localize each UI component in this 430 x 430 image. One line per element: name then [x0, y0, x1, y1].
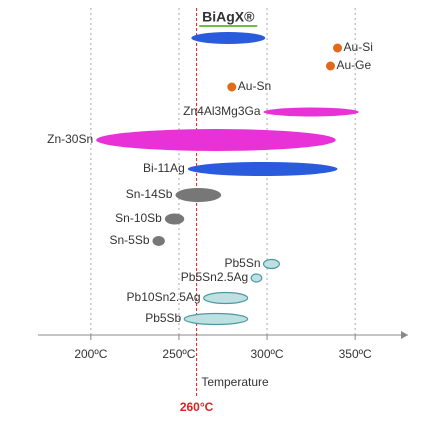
alloy-label: Au-Si: [344, 40, 373, 54]
x-axis-label: Temperature: [201, 375, 269, 389]
point: [325, 61, 335, 71]
x-tick-label: 350ºC: [339, 347, 372, 361]
alloy-label: Bi-11Ag: [143, 161, 185, 175]
alloy-label: Pb5Sn2.5Ag: [181, 270, 248, 284]
alloy-label: Pb10Sn2.5Ag: [127, 290, 201, 304]
x-tick-label: 300ºC: [251, 347, 284, 361]
alloy-label: Sn-10Sb: [115, 211, 162, 225]
range-bar: [191, 32, 266, 44]
x-tick-label: 250ºC: [162, 347, 195, 361]
alloy-label: Sn-14Sb: [126, 187, 173, 201]
point: [333, 43, 343, 53]
range-bar: [164, 213, 185, 225]
point: [227, 82, 237, 92]
x-tick-label: 200ºC: [74, 347, 107, 361]
reference-label: 260°C: [180, 400, 214, 414]
alloy-label: Au-Sn: [238, 79, 271, 93]
alloy-label: Pb5Sb: [145, 311, 181, 325]
range-bar: [250, 273, 263, 283]
range-bar: [152, 236, 165, 246]
range-bar: [96, 129, 336, 151]
alloy-label: BiAgX®: [202, 9, 255, 25]
alloy-label: Zn-30Sn: [47, 132, 93, 146]
alloy-label: Au-Ge: [336, 58, 371, 72]
range-bar: [175, 188, 222, 202]
range-bar: [187, 162, 338, 176]
range-bar: [183, 312, 249, 326]
alloy-label: Pb5Sn: [224, 256, 260, 270]
axis-arrow: [401, 331, 408, 339]
alloy-label: Zn4Al3Mg3Ga: [183, 104, 261, 118]
alloy-label: Sn-5Sb: [109, 233, 149, 247]
range-bar: [263, 107, 359, 117]
range-bar: [262, 258, 280, 270]
range-bar: [203, 291, 249, 305]
